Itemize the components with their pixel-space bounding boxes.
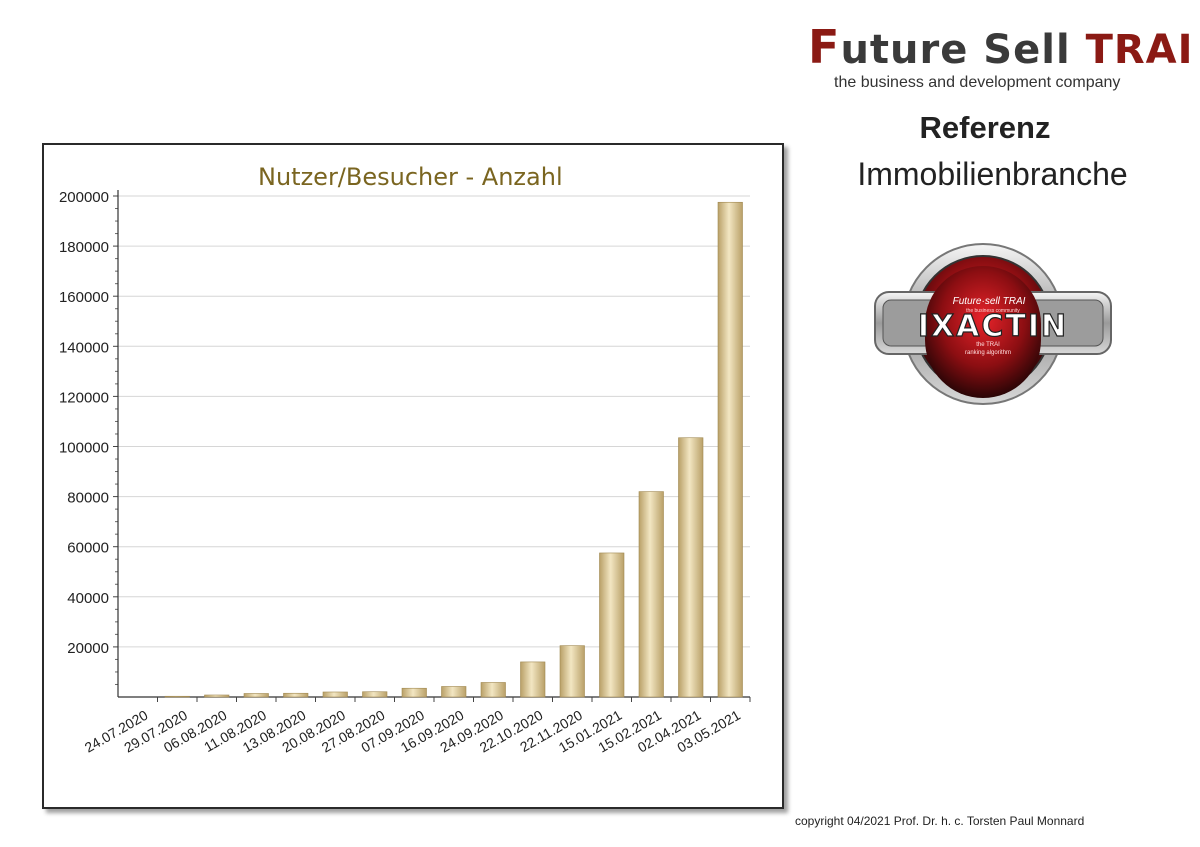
badge-small-text: the business community — [966, 308, 1020, 314]
bar — [599, 552, 625, 698]
y-tick-label: 20000 — [67, 640, 109, 657]
bar — [243, 693, 269, 698]
y-tick-label: 80000 — [67, 490, 109, 507]
bar — [362, 691, 388, 698]
y-tick-label: 60000 — [67, 540, 109, 557]
bar — [283, 692, 309, 698]
y-tick-label: 100000 — [59, 440, 109, 457]
reference-subtitle: Immobilienbranche — [857, 156, 1128, 192]
chart-title: Nutzer/Besucher - Anzahl — [258, 163, 563, 191]
bar — [164, 695, 190, 698]
y-tick-label: 140000 — [59, 339, 109, 356]
copyright-note: copyright 04/2021 Prof. Dr. h. c. Torste… — [795, 814, 1085, 828]
bar — [717, 201, 743, 698]
bar — [441, 686, 467, 698]
y-tick-label: 200000 — [59, 189, 109, 206]
bar — [322, 691, 348, 698]
y-tick-label: 40000 — [67, 590, 109, 607]
bar — [678, 437, 704, 698]
y-tick-label: 160000 — [59, 289, 109, 306]
company-logo: Future Sell TRAI the business and develo… — [808, 20, 1193, 100]
bar — [204, 694, 230, 698]
logo-tagline: the business and development company — [834, 74, 1121, 91]
badge-line2: ranking algorithm — [965, 350, 1011, 356]
bar — [480, 682, 506, 698]
bar — [559, 645, 585, 698]
bar — [401, 687, 427, 698]
badge-top-text: Future·sell TRAI — [953, 296, 1026, 307]
logo-wordmark: Future Sell TRAI — [808, 20, 1194, 74]
y-tick-label: 180000 — [59, 239, 109, 256]
ixactin-badge-logo: Future·sell TRAI the business community … — [874, 243, 1112, 405]
chart-bars — [164, 201, 743, 698]
badge-line1: the TRAI — [976, 342, 1000, 348]
y-tick-label: 120000 — [59, 389, 109, 406]
reference-title: Referenz — [919, 110, 1051, 145]
bar — [520, 661, 546, 698]
badge-main-text: IXACTIN — [918, 309, 1068, 344]
bar — [638, 491, 664, 698]
chart-frame — [42, 143, 784, 809]
